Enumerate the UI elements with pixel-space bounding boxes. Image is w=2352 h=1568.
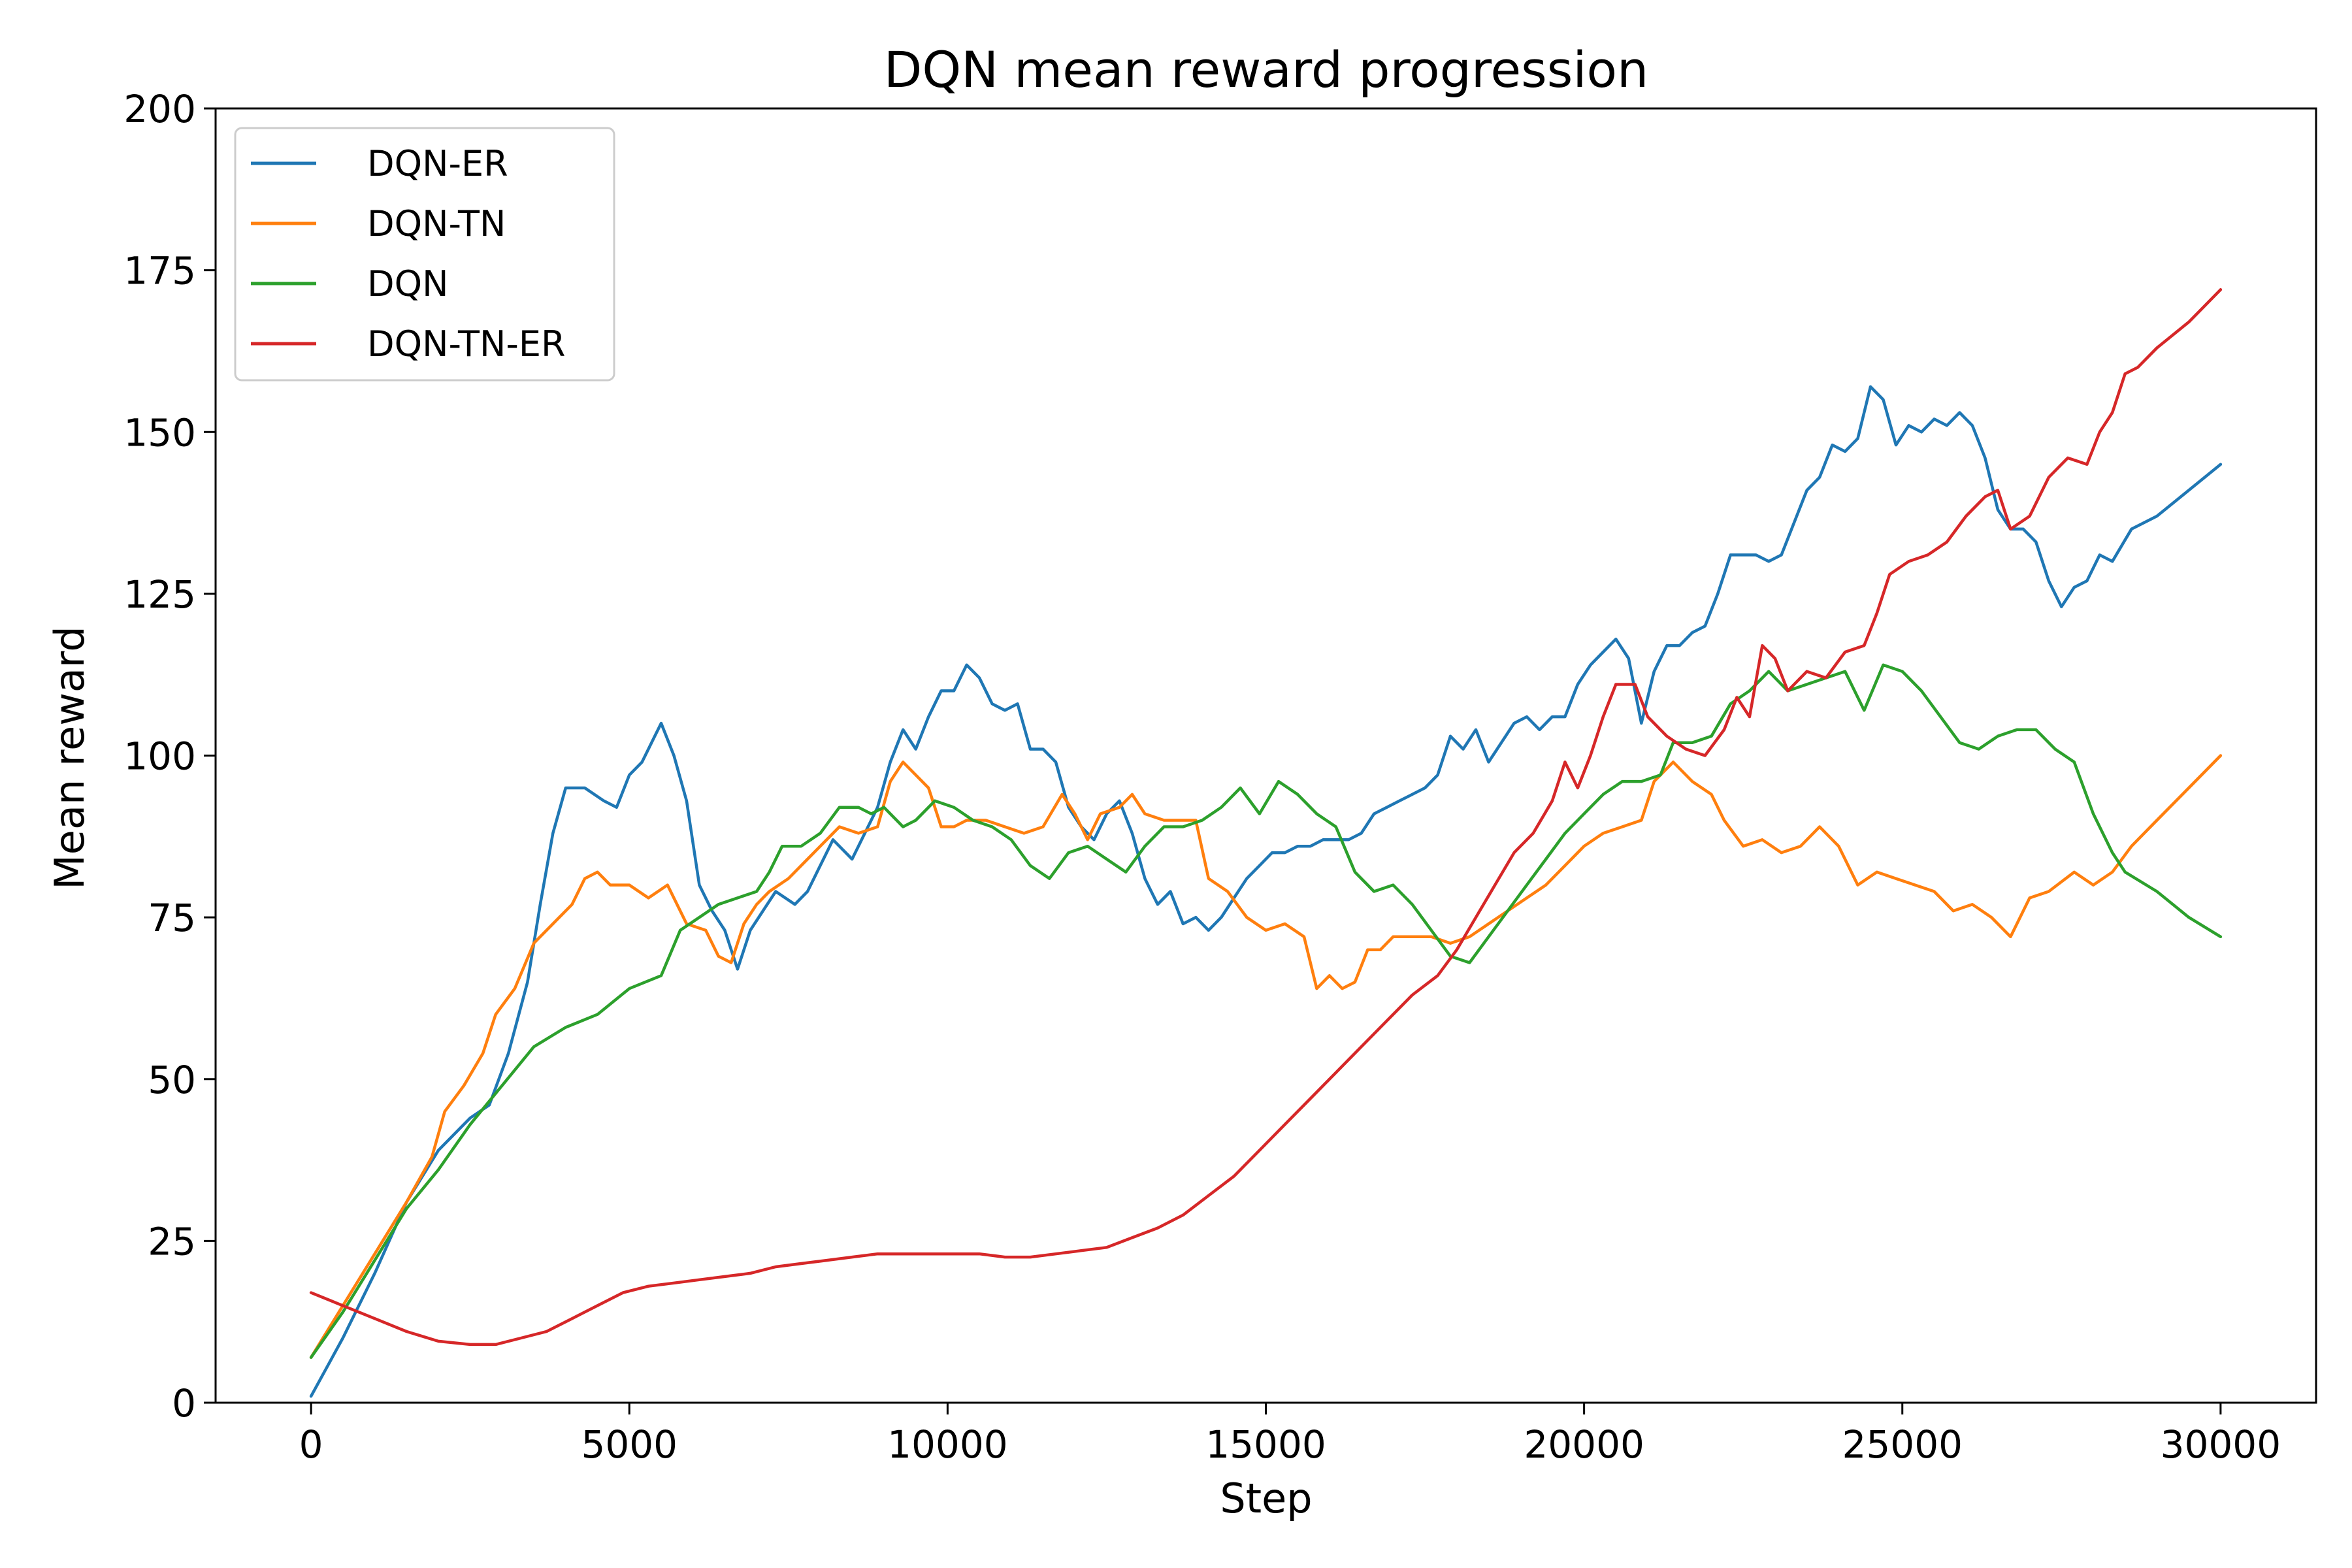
y-axis-label: Mean reward xyxy=(46,626,93,889)
y-tick-label: 50 xyxy=(148,1058,196,1102)
y-tick-label: 150 xyxy=(123,410,196,455)
x-tick-label: 0 xyxy=(299,1422,323,1467)
series-line-dqn xyxy=(309,663,2223,1359)
y-axis: 0 25 50 75 100 125 150 175 200 xyxy=(123,87,216,1426)
x-tick-label: 10000 xyxy=(887,1422,1008,1467)
legend: DQN-ER DQN-TN DQN DQN-TN-ER xyxy=(234,127,615,382)
y-tick-label: 200 xyxy=(123,87,196,131)
legend-label-dqn-er: DQN-ER xyxy=(367,143,508,184)
y-tick-label: 175 xyxy=(123,249,196,293)
x-axis-label: Step xyxy=(1220,1475,1312,1522)
y-tick-label: 100 xyxy=(123,734,196,779)
x-tick-label: 15000 xyxy=(1205,1422,1326,1467)
chart-title: DQN mean reward progression xyxy=(884,41,1648,99)
x-tick-label: 20000 xyxy=(1524,1422,1644,1467)
legend-label-dqn-tn-er: DQN-TN-ER xyxy=(367,323,566,365)
legend-label-dqn-tn: DQN-TN xyxy=(367,203,506,244)
legend-box xyxy=(234,127,615,382)
y-tick-label: 75 xyxy=(148,896,196,940)
x-tick-label: 30000 xyxy=(2161,1422,2281,1467)
legend-label-dqn: DQN xyxy=(367,263,448,304)
series-line-dqn-er xyxy=(309,385,2223,1398)
y-tick-label: 0 xyxy=(172,1381,196,1426)
plot-series xyxy=(309,288,2223,1398)
y-tick-label: 125 xyxy=(123,572,196,617)
series-line-dqn-tn-er xyxy=(309,288,2223,1347)
x-axis: 0 5000 10000 15000 20000 25000 30000 xyxy=(299,1403,2281,1467)
series-line-dqn-tn xyxy=(309,754,2223,1359)
x-tick-label: 25000 xyxy=(1842,1422,1963,1467)
y-tick-label: 25 xyxy=(148,1219,196,1264)
x-tick-label: 5000 xyxy=(581,1422,678,1467)
